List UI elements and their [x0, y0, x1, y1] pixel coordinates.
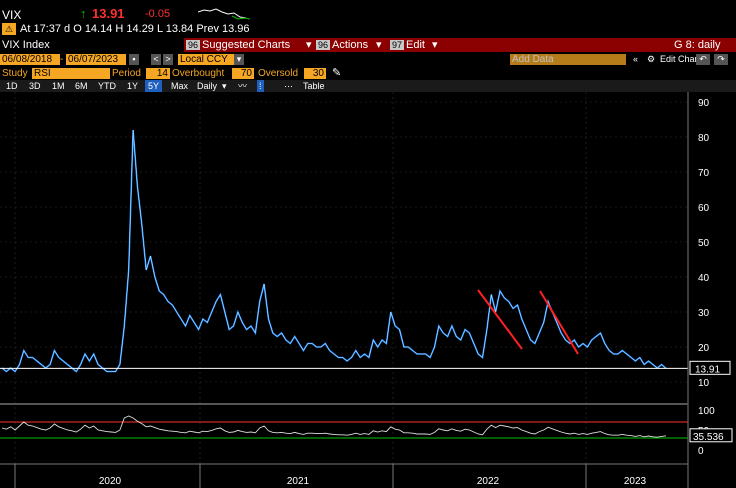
oversold-label: Oversold [258, 68, 299, 79]
currency-dropdown-icon[interactable]: ▾ [234, 54, 244, 65]
currency-field[interactable]: Local CCY [178, 54, 234, 65]
rsi-last-box [689, 428, 733, 443]
range-ytd[interactable]: YTD [98, 81, 116, 91]
frequency-select[interactable]: Daily [197, 81, 218, 91]
range-bar: 1D 3D 1M 6M YTD 1Y 5Y Max Daily ▾ 〰 ⁞ ⋯ … [0, 80, 736, 92]
table-button[interactable]: Table [303, 81, 325, 91]
x-tick-label: 2020 [99, 476, 122, 487]
y-tick-label: 10 [698, 378, 710, 389]
x-tick-label: 2021 [287, 476, 310, 487]
quote-header: VIX ↑ 13.91 -0.05 ⚠ At 17:37 d O 14.14 H… [0, 0, 736, 38]
study-label: Study [2, 68, 28, 79]
edit-button[interactable]: 97 Edit [390, 39, 425, 51]
end-date-field[interactable]: 06/07/2023 [66, 54, 126, 65]
y-tick-label: 70 [698, 168, 710, 179]
overbought-label: Overbought [172, 68, 225, 79]
price-arrow: ↑ [80, 6, 87, 21]
trend-lines [477, 289, 579, 355]
study-field[interactable]: RSI [32, 68, 110, 79]
next-period-icon[interactable]: > [163, 54, 173, 65]
trend-line-1 [477, 289, 523, 350]
date-range-bar: 06/08/2018 - 06/07/2023 ▪ < > Local CCY … [0, 53, 736, 66]
last-price: 13.91 [92, 6, 125, 21]
overbought-field[interactable]: 70 [232, 68, 254, 79]
y-tick-label: 60 [698, 203, 710, 214]
collapse-icon[interactable]: « [633, 54, 639, 64]
forward-icon[interactable]: ↷ [714, 54, 728, 65]
rsi-last-label: 35.536 [693, 432, 724, 443]
page-label: G 8: daily [674, 39, 721, 51]
rsi-tick-label: 0 [698, 446, 704, 457]
last-value-label: 13.91 [695, 364, 720, 375]
range-1m[interactable]: 1M [52, 81, 65, 91]
study-bar: Study RSI Period 14 Overbought 70 Overso… [0, 67, 736, 80]
range-1d[interactable]: 1D [6, 81, 18, 91]
ticker-label: VIX [2, 8, 22, 22]
last-value-box [689, 360, 731, 375]
start-date-field[interactable]: 06/08/2018 [0, 54, 60, 65]
trend-line-2 [539, 290, 579, 355]
edit-chart-button[interactable]: Edit Chart [660, 54, 701, 64]
range-3d[interactable]: 3D [29, 81, 41, 91]
range-1y[interactable]: 1Y [127, 81, 139, 91]
line-style-icon[interactable]: 〰 [238, 81, 248, 91]
tools-icon[interactable]: ⋯ [284, 81, 293, 91]
chart-type-icon[interactable]: ⁞ [257, 80, 264, 92]
back-icon[interactable]: ↶ [696, 54, 710, 65]
date-separator: - [60, 54, 64, 65]
range-5y[interactable]: 5Y [145, 80, 163, 92]
x-tick-label: 2023 [624, 476, 647, 487]
calendar-icon[interactable]: ▪ [129, 54, 139, 65]
suggested-charts-button[interactable]: 96 Suggested Charts [186, 39, 291, 51]
y-tick-label: 50 [698, 238, 710, 249]
oversold-field[interactable]: 30 [304, 68, 326, 79]
vix-line-highlight [1, 129, 667, 372]
quote-details: At 17:37 d O 14.14 H 14.29 L 13.84 Prev … [20, 23, 250, 35]
range-6m[interactable]: 6M [75, 81, 88, 91]
x-axis: 2020 2021 2022 2023 [0, 463, 688, 488]
y-tick-label: 80 [698, 133, 710, 144]
period-field[interactable]: 14 [146, 68, 170, 79]
sparkline-icon [198, 8, 250, 20]
range-max[interactable]: Max [171, 81, 189, 91]
rsi-panel: 05010035.536 [0, 403, 733, 457]
settings-icon[interactable]: ⚙ [647, 54, 656, 64]
rsi-line [1, 415, 667, 438]
frequency-dropdown-icon[interactable]: ▾ [222, 81, 227, 91]
price-series [0, 129, 688, 373]
actions-dropdown-icon[interactable]: ▾ [376, 39, 382, 51]
pencil-icon[interactable]: ✎ [332, 67, 342, 79]
y-tick-label: 30 [698, 308, 710, 319]
actions-button[interactable]: 96 Actions [316, 39, 369, 51]
suggested-dropdown-icon[interactable]: ▾ [306, 39, 312, 51]
chart-grid [0, 92, 688, 464]
y-tick-label: 90 [698, 98, 710, 109]
title-bar: VIX Index 96 Suggested Charts ▾ 96 Actions… [0, 38, 736, 52]
security-field[interactable]: VIX Index [0, 38, 184, 52]
period-label: Period [112, 68, 141, 79]
add-data-field[interactable]: Add Data [510, 54, 626, 65]
x-tick-label: 2022 [477, 476, 500, 487]
prev-period-icon[interactable]: < [151, 54, 161, 65]
y-tick-label: 20 [698, 343, 710, 354]
edit-dropdown-icon[interactable]: ▾ [432, 39, 438, 51]
rsi-tick-label: 100 [698, 406, 715, 417]
price-change: -0.05 [145, 8, 171, 20]
alert-icon[interactable]: ⚠ [2, 23, 16, 35]
y-tick-label: 40 [698, 273, 710, 284]
